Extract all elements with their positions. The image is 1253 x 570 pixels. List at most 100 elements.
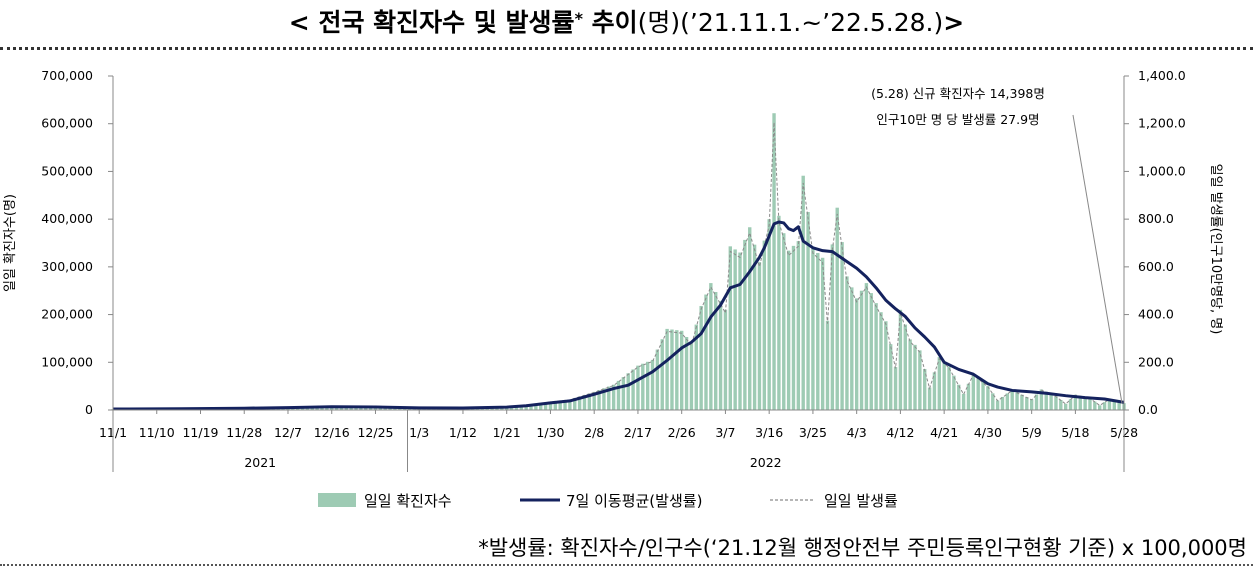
bar [971, 373, 976, 410]
y2-tick-label: 200.0 [1138, 354, 1174, 369]
bar [694, 324, 698, 410]
bar [947, 366, 951, 410]
y-axis-title: 일일 확진자수(명) [3, 194, 18, 292]
bar [884, 321, 888, 410]
y2-tick-label: 0.0 [1138, 402, 1158, 417]
bar [689, 343, 694, 410]
bar [704, 294, 708, 410]
bar [602, 388, 606, 410]
bar [514, 406, 519, 410]
x-tick-label: 5/9 [1022, 425, 1042, 440]
bar [679, 330, 684, 410]
bar [932, 372, 937, 410]
y2-tick-label: 1,200.0 [1138, 116, 1186, 131]
y-tick-label: 300,000 [41, 259, 93, 274]
x-tick-label: 3/7 [715, 425, 735, 440]
bar [806, 211, 810, 410]
bar [1112, 400, 1116, 410]
y-tick-label: 200,000 [41, 307, 93, 322]
bar [587, 393, 592, 410]
y2-tick-label: 600.0 [1138, 259, 1174, 274]
bar [786, 250, 791, 410]
bar [1054, 396, 1058, 410]
bar [791, 245, 796, 410]
bar [748, 227, 752, 410]
bar [573, 397, 577, 410]
y-tick-label: 400,000 [41, 211, 93, 226]
x-tick-label: 12/7 [274, 425, 302, 440]
bar [1063, 403, 1068, 410]
bar [777, 215, 781, 410]
y-tick-label: 100,000 [41, 354, 93, 369]
title-main: < 전국 확진자수 및 발생률 [288, 8, 575, 37]
bar [1044, 391, 1048, 410]
bar [976, 377, 980, 410]
bar [820, 257, 825, 410]
bar [1059, 399, 1063, 410]
bar [816, 253, 820, 410]
x-tick-label: 11/28 [226, 425, 262, 440]
bar [1005, 393, 1010, 410]
bar [908, 339, 912, 410]
x-tick-label: 5/18 [1061, 425, 1089, 440]
bar [728, 246, 732, 410]
bar [991, 393, 995, 410]
bar [1034, 394, 1039, 410]
bar [762, 240, 767, 410]
title-period: (명)(’21.11.1.~’22.5.28.) [637, 8, 944, 37]
bar [942, 361, 946, 410]
bar [607, 386, 611, 410]
bar [767, 219, 771, 410]
x-tick-label: 2/17 [624, 425, 652, 440]
legend-label-bar: 일일 확진자수 [364, 492, 452, 510]
bar [660, 339, 664, 410]
y-tick-label: 700,000 [41, 68, 93, 83]
bar [621, 377, 626, 410]
bar [655, 349, 660, 410]
bar [1088, 398, 1092, 410]
bar [743, 239, 747, 410]
bottom-divider [0, 564, 1253, 566]
bar [684, 337, 689, 410]
bar [1078, 395, 1082, 410]
daily-rate-line [112, 122, 1125, 410]
bar [782, 233, 786, 410]
bar [1093, 401, 1097, 410]
x-tick-label: 4/30 [974, 425, 1002, 440]
bar [563, 400, 567, 410]
bar [1049, 393, 1053, 410]
bar [582, 394, 587, 410]
bar [1029, 399, 1034, 410]
bar [714, 291, 718, 410]
bar [1025, 397, 1029, 410]
bar [592, 391, 596, 410]
bar [597, 390, 601, 410]
bar [772, 113, 776, 410]
bar [1000, 396, 1005, 410]
bar [869, 293, 873, 410]
bar [952, 375, 956, 410]
bar [709, 283, 713, 410]
bar [864, 283, 869, 410]
bar [995, 400, 1000, 410]
bar [524, 405, 528, 410]
bar [645, 361, 650, 410]
bar [923, 368, 927, 410]
x-tick-label: 11/19 [182, 425, 218, 440]
bar [801, 175, 805, 410]
bar [723, 309, 728, 410]
annotation-line1: (5.28) 신규 확진자수 14,398명 [871, 86, 1045, 101]
y-tick-label: 0 [85, 402, 93, 417]
bar [927, 387, 932, 410]
bar [961, 393, 966, 410]
y2-tick-label: 800.0 [1138, 211, 1174, 226]
bar [966, 383, 971, 410]
bar [1068, 399, 1073, 410]
bar [1098, 405, 1102, 410]
bar [1015, 392, 1019, 410]
year-label: 2022 [750, 455, 782, 470]
bar [1117, 401, 1121, 410]
bar [1107, 399, 1112, 410]
bar [845, 276, 849, 410]
bar [641, 363, 645, 410]
